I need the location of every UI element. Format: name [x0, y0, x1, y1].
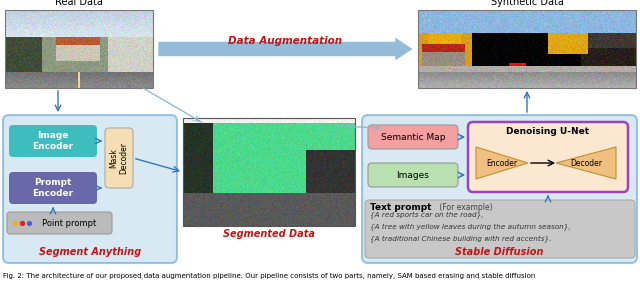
FancyBboxPatch shape [368, 163, 458, 187]
Text: Synthetic Data: Synthetic Data [491, 0, 563, 7]
Text: {A red sports car on the road},: {A red sports car on the road}, [370, 212, 483, 218]
FancyBboxPatch shape [368, 125, 458, 149]
Text: {A tree with yellow leaves during the autumn season},: {A tree with yellow leaves during the au… [370, 224, 571, 230]
Text: Semantic Map: Semantic Map [381, 133, 445, 142]
Text: Stable Diffusion: Stable Diffusion [455, 247, 544, 257]
Text: Real Data: Real Data [55, 0, 103, 7]
FancyBboxPatch shape [362, 115, 637, 263]
Text: Data Augmentation: Data Augmentation [228, 36, 342, 46]
Text: Mask
Decoder: Mask Decoder [109, 142, 129, 174]
Text: Images: Images [397, 171, 429, 180]
FancyBboxPatch shape [9, 125, 97, 157]
Text: Denoising U-Net: Denoising U-Net [506, 128, 589, 137]
Text: Segmented Data: Segmented Data [223, 229, 315, 239]
FancyBboxPatch shape [365, 200, 635, 258]
Polygon shape [556, 147, 616, 179]
Bar [5, 10, 153, 88]
Text: Text prompt: Text prompt [370, 203, 431, 212]
Polygon shape [476, 147, 528, 179]
Text: Image
Encoder: Image Encoder [33, 131, 74, 151]
Text: Fig. 2: The architecture of our proposed data augmentation pipeline. Our pipelin: Fig. 2: The architecture of our proposed… [3, 273, 536, 279]
FancyBboxPatch shape [468, 122, 628, 192]
Text: Point prompt: Point prompt [42, 219, 96, 228]
FancyBboxPatch shape [9, 172, 97, 204]
FancyArrow shape [158, 37, 413, 61]
Text: {A traditional Chinese building with red accents}.: {A traditional Chinese building with red… [370, 235, 552, 243]
Bar [183, 118, 355, 226]
FancyBboxPatch shape [105, 128, 133, 188]
Text: Decoder: Decoder [570, 158, 602, 167]
FancyBboxPatch shape [7, 212, 112, 234]
FancyBboxPatch shape [3, 115, 177, 263]
Text: Encoder: Encoder [486, 158, 518, 167]
Bar [418, 10, 636, 88]
Text: Segment Anything: Segment Anything [39, 247, 141, 257]
Text: (For example): (For example) [437, 203, 493, 212]
Text: Prompt
Encoder: Prompt Encoder [33, 178, 74, 198]
